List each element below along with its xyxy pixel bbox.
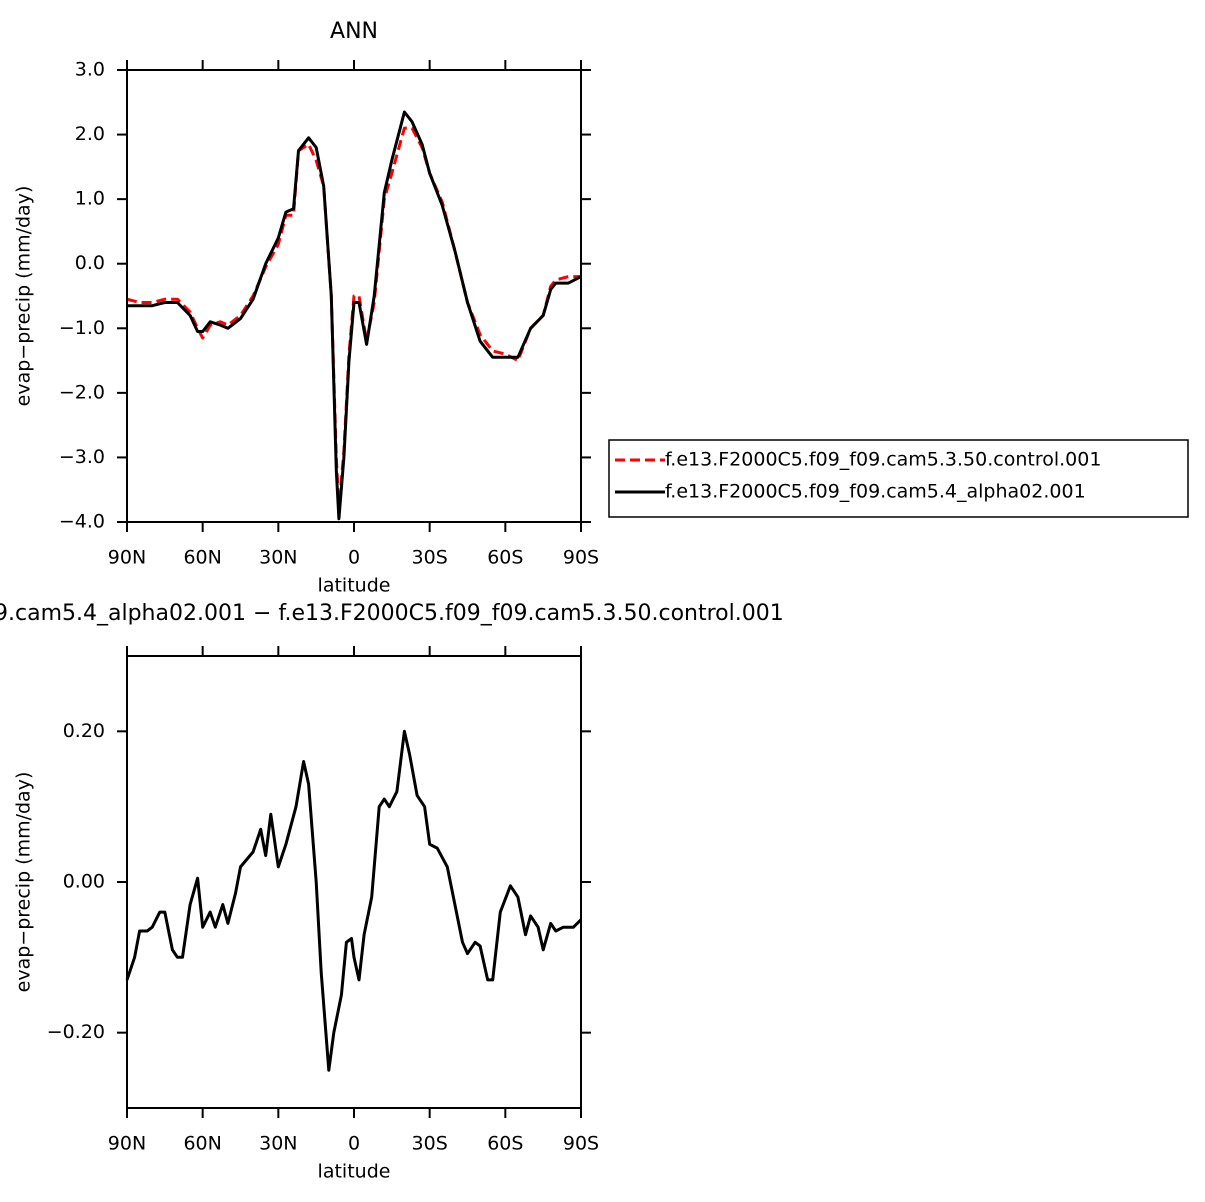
x-tick-label: 0 [348,547,360,569]
y-tick-label: −0.20 [47,1021,105,1043]
y-tick-label: −1.0 [59,317,105,339]
x-tick-label: 90S [563,547,599,569]
plot-frame [126,69,582,523]
x-axis-title: latitude [318,575,391,597]
chart-title: ANN [330,19,378,44]
x-tick-label: 90S [563,1133,599,1155]
plot-frame [126,655,582,1109]
chart-title: 9.cam5.4_alpha02.001 − f.e13.F2000C5.f09… [0,601,784,626]
x-tick-label: 30S [412,547,448,569]
x-axis-title: latitude [318,1161,391,1183]
x-tick-label: 0 [348,1133,360,1155]
x-tick-label: 60S [487,1133,523,1155]
x-tick-label: 60N [183,547,221,569]
x-tick-label: 90N [108,547,146,569]
x-tick-label: 30N [259,1133,297,1155]
series-line [125,729,583,1072]
legend-label: f.e13.F2000C5.f09_f09.cam5.4_alpha02.001 [665,481,1086,503]
series-line [127,110,582,521]
y-tick-label: 2.0 [75,123,105,145]
y-tick-label: 0.0 [75,252,105,274]
y-axis-title: evap−precip (mm/day) [13,772,35,993]
y-tick-label: −2.0 [59,381,105,403]
x-tick-label: 30N [259,547,297,569]
x-tick-label: 90N [108,1133,146,1155]
x-tick-label: 30S [412,1133,448,1155]
legend-box [608,439,1189,518]
x-tick-label: 60N [183,1133,221,1155]
legend-label: f.e13.F2000C5.f09_f09.cam5.3.50.control.… [665,449,1101,471]
y-axis-title: evap−precip (mm/day) [13,186,35,407]
y-tick-label: 1.0 [75,188,105,210]
y-tick-label: 0.20 [63,720,105,742]
y-tick-label: −4.0 [59,511,105,533]
x-tick-label: 60S [487,547,523,569]
y-tick-label: 0.00 [63,871,105,893]
y-tick-label: 3.0 [75,59,105,81]
y-tick-label: −3.0 [59,446,105,468]
